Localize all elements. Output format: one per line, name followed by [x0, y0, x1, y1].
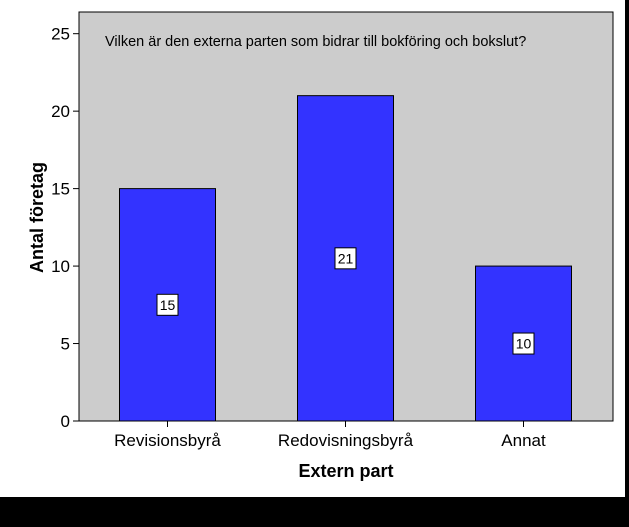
data-label-box-1 [156, 293, 179, 316]
chart-title: Vilken är den externa parten som bidrar … [105, 34, 526, 50]
y-axis: 0 5 10 15 20 25 [51, 25, 79, 431]
x-tick-label-1: Revisionsbyrå [114, 431, 221, 450]
y-tick-label-25: 25 [51, 25, 70, 44]
data-label-box-3 [512, 332, 535, 355]
data-labels-group: 15 21 10 [156, 247, 535, 355]
x-axis-title: Extern part [298, 461, 393, 481]
bar-chart: 15 21 10 0 5 10 15 20 25 Revisionsbyrå Redovisni… [27, 11, 614, 481]
data-label-1: 15 [160, 297, 176, 313]
data-label-box-2 [334, 247, 357, 270]
y-tick-label-5: 5 [61, 335, 70, 354]
y-tick-label-10: 10 [51, 257, 70, 276]
x-tick-label-2: Redovisningsbyrå [278, 431, 414, 450]
y-tick-label-0: 0 [61, 412, 70, 431]
x-tick-label-3: Annat [501, 431, 546, 450]
chart-area: 15 21 10 0 5 10 15 20 25 Revisionsbyrå Redovisni… [0, 0, 625, 497]
data-label-2: 21 [338, 250, 354, 266]
x-axis: Revisionsbyrå Redovisningsbyrå Annat [114, 421, 546, 450]
y-tick-label-15: 15 [51, 180, 70, 199]
y-tick-label-20: 20 [51, 102, 70, 121]
y-axis-title: Antal företag [27, 162, 47, 273]
data-label-3: 10 [516, 336, 532, 352]
